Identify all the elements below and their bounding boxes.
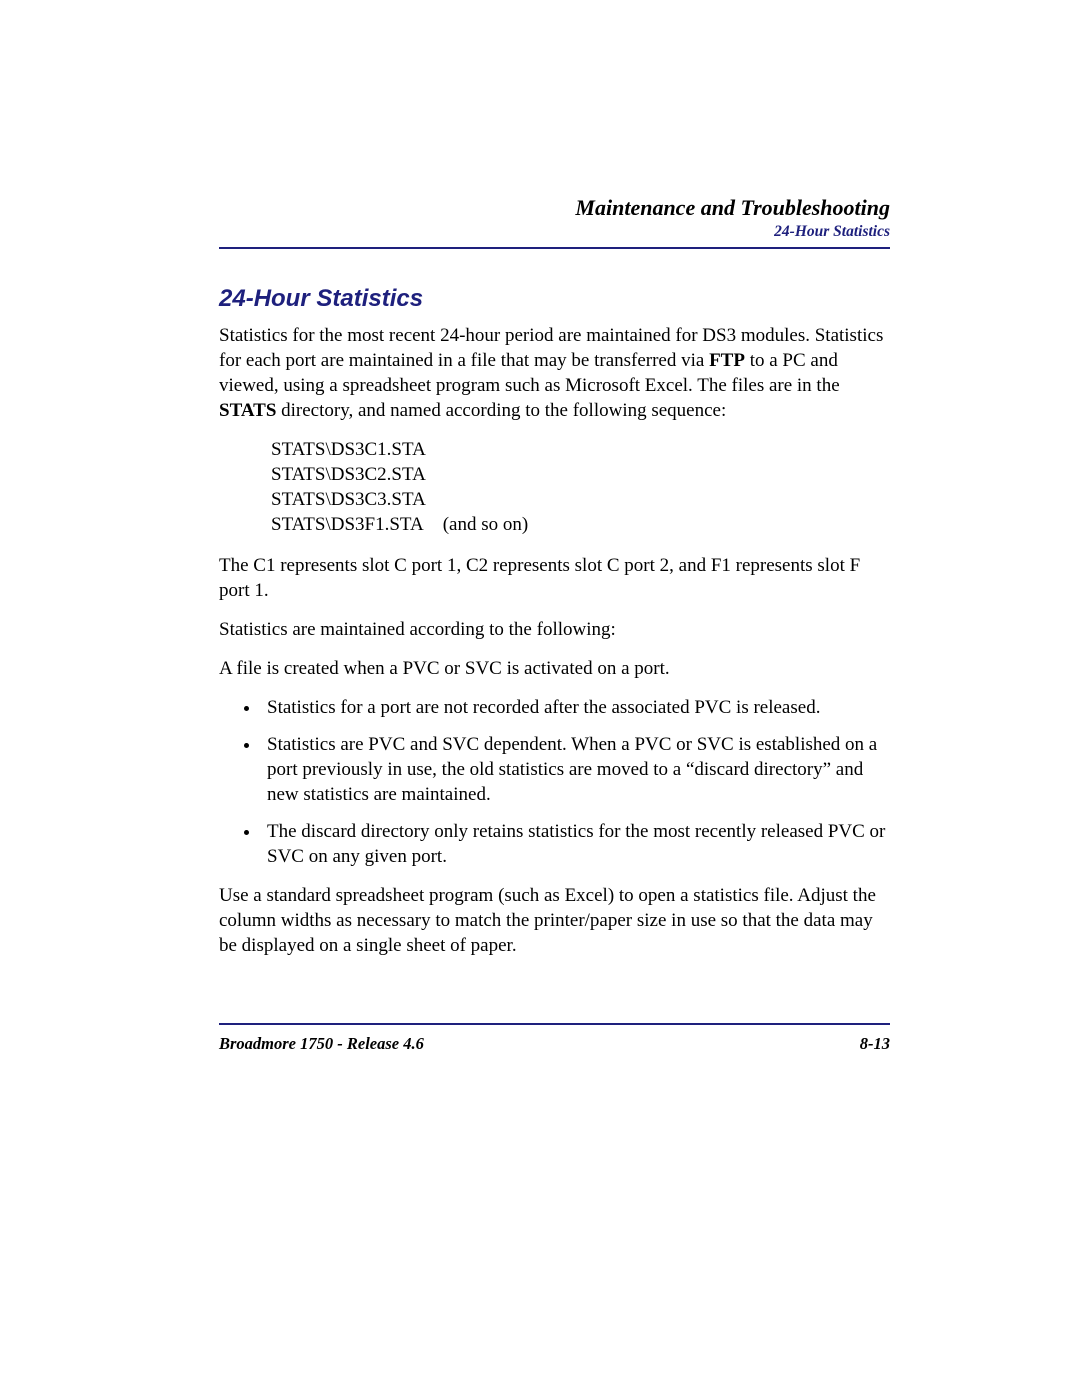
- chapter-title: Maintenance and Troubleshooting: [219, 195, 890, 221]
- section-title: 24-Hour Statistics: [219, 285, 890, 313]
- paragraph-2: The C1 represents slot C port 1, C2 repr…: [219, 553, 890, 603]
- paragraph-4: A file is created when a PVC or SVC is a…: [219, 656, 890, 681]
- para1-bold-ftp: FTP: [709, 350, 745, 371]
- para1-post: directory, and named according to the fo…: [276, 400, 726, 421]
- header-section-subtitle: 24-Hour Statistics: [219, 223, 890, 241]
- header-rule: [219, 247, 890, 249]
- list-item: Statistics for a port are not recorded a…: [261, 695, 890, 720]
- bullet-list: Statistics for a port are not recorded a…: [219, 695, 890, 869]
- page-header: Maintenance and Troubleshooting 24-Hour …: [219, 195, 890, 241]
- list-item: The discard directory only retains stati…: [261, 819, 890, 869]
- stats-line-4: STATS\DS3F1.STA (and so on): [271, 512, 890, 537]
- stats-filenames: STATS\DS3C1.STA STATS\DS3C2.STA STATS\DS…: [271, 437, 890, 537]
- paragraph-3: Statistics are maintained according to t…: [219, 617, 890, 642]
- stats-line-2: STATS\DS3C2.STA: [271, 462, 890, 487]
- page: Maintenance and Troubleshooting 24-Hour …: [0, 0, 1080, 1397]
- para1-bold-stats: STATS: [219, 400, 276, 421]
- list-item: Statistics are PVC and SVC dependent. Wh…: [261, 732, 890, 807]
- footer-left: Broadmore 1750 - Release 4.6: [219, 1034, 424, 1054]
- body-text: Statistics for the most recent 24-hour p…: [219, 323, 890, 958]
- paragraph-5: Use a standard spreadsheet program (such…: [219, 883, 890, 958]
- footer-page-number: 8-13: [860, 1034, 890, 1054]
- page-footer: Broadmore 1750 - Release 4.6 8-13: [219, 1034, 890, 1054]
- stats-line-1: STATS\DS3C1.STA: [271, 437, 890, 462]
- stats-line-3: STATS\DS3C3.STA: [271, 487, 890, 512]
- footer-rule: [219, 1023, 890, 1025]
- paragraph-1: Statistics for the most recent 24-hour p…: [219, 323, 890, 423]
